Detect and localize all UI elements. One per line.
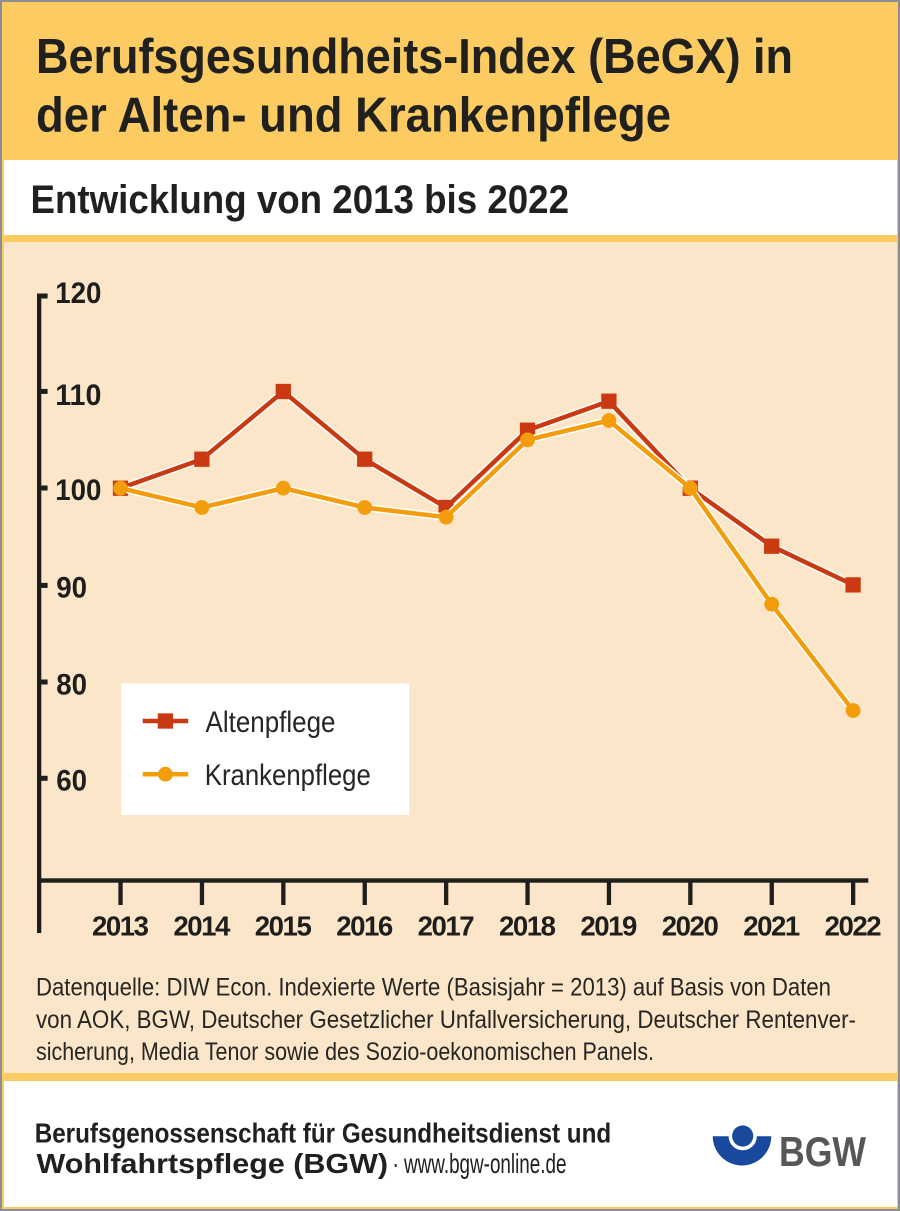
svg-text:Altenpflege: Altenpflege xyxy=(206,706,336,739)
svg-text:2022: 2022 xyxy=(825,911,882,942)
svg-text:2015: 2015 xyxy=(255,911,312,942)
svg-text:Berufsgenossenschaft für Gesun: Berufsgenossenschaft für Gesundheitsdien… xyxy=(35,1118,612,1149)
svg-text:100: 100 xyxy=(55,474,101,507)
svg-text:BGW: BGW xyxy=(779,1128,866,1175)
svg-text:Berufsgesundheits-Index (BeGX): Berufsgesundheits-Index (BeGX) in xyxy=(36,29,793,84)
svg-text:80: 80 xyxy=(56,668,87,701)
svg-text:2021: 2021 xyxy=(743,911,800,942)
svg-text:2020: 2020 xyxy=(662,911,719,942)
svg-text:der Alten- und Krankenpflege: der Alten- und Krankenpflege xyxy=(36,88,671,143)
svg-text:Datenquelle: DIW Econ. Indexie: Datenquelle: DIW Econ. Indexierte Werte … xyxy=(36,974,831,1002)
svg-text:2018: 2018 xyxy=(499,911,556,942)
svg-text:2017: 2017 xyxy=(418,911,475,942)
svg-text:2016: 2016 xyxy=(336,911,393,942)
svg-text:Entwicklung von 2013 bis 2022: Entwicklung von 2013 bis 2022 xyxy=(31,178,570,222)
svg-text:Krankenpflege: Krankenpflege xyxy=(205,759,371,792)
svg-text:2014: 2014 xyxy=(173,911,231,942)
svg-text:90: 90 xyxy=(56,572,87,605)
svg-text:von AOK, BGW, Deutscher Gesetz: von AOK, BGW, Deutscher Gesetzlicher Unf… xyxy=(36,1006,856,1034)
svg-text:110: 110 xyxy=(55,379,101,412)
svg-text:Wohlfahrtspflege (BGW): Wohlfahrtspflege (BGW) xyxy=(37,1148,389,1179)
svg-text:· www.bgw-online.de: · www.bgw-online.de xyxy=(393,1148,567,1179)
svg-text:sicherung, Media Tenor sowie d: sicherung, Media Tenor sowie des Sozio-o… xyxy=(36,1038,654,1066)
svg-text:120: 120 xyxy=(55,277,101,310)
svg-text:2013: 2013 xyxy=(92,911,149,942)
svg-text:2019: 2019 xyxy=(580,911,637,942)
svg-text:60: 60 xyxy=(56,765,87,798)
